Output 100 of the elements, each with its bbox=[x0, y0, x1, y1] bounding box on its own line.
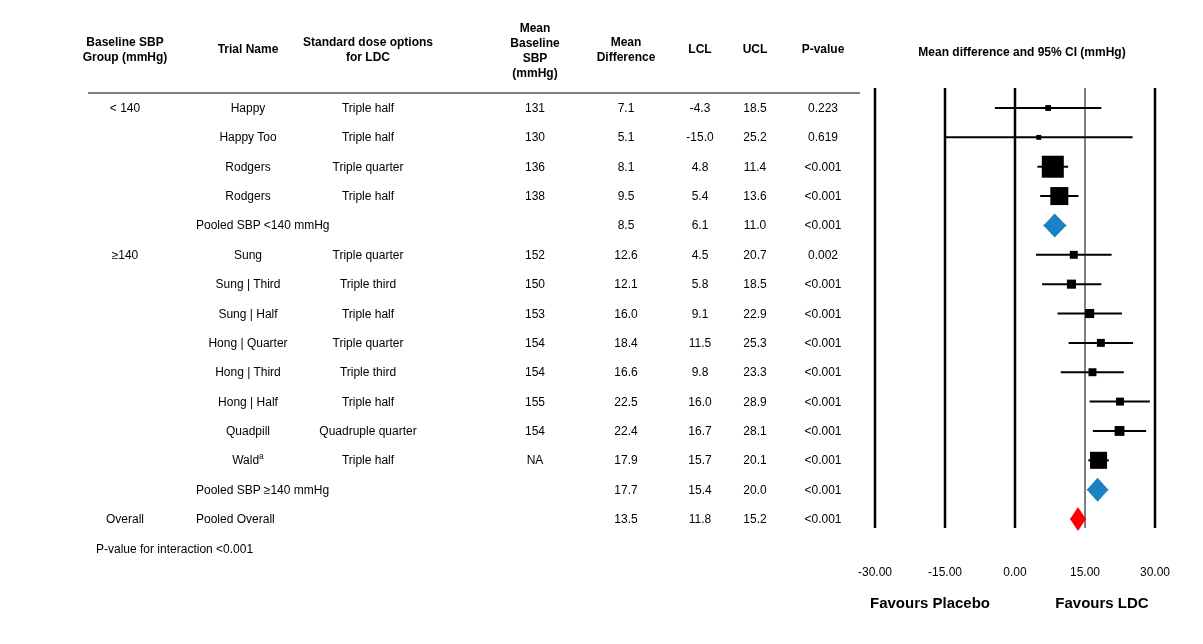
chart-title: Mean difference and 95% CI (mmHg) bbox=[918, 45, 1126, 59]
text: 20.0 bbox=[743, 482, 767, 497]
text: <0.001 bbox=[804, 218, 842, 233]
text: <0.001 bbox=[804, 453, 842, 468]
text: 4.8 bbox=[691, 159, 709, 174]
text: Favours LDC bbox=[1055, 594, 1149, 611]
category-label: Mean Difference bbox=[596, 35, 656, 64]
text: ≥140 bbox=[111, 247, 139, 262]
text: Hong | Third bbox=[215, 365, 281, 380]
text: 22.5 bbox=[614, 394, 638, 409]
text: 15.2 bbox=[743, 512, 767, 527]
text: Triple third bbox=[339, 277, 397, 292]
text: Quadruple quarter bbox=[319, 423, 417, 438]
text: 15.7 bbox=[688, 453, 712, 468]
text: 7.1 bbox=[617, 101, 635, 115]
text: 17.7 bbox=[614, 482, 638, 497]
text: Sung bbox=[233, 247, 263, 262]
text: 6.1 bbox=[691, 218, 709, 233]
text: 16.0 bbox=[688, 394, 712, 409]
text: 0.223 bbox=[807, 101, 839, 115]
text: 131 bbox=[524, 101, 546, 115]
text: 11.8 bbox=[688, 512, 712, 527]
text: P-value for interaction <0.001 bbox=[96, 542, 254, 556]
text: Triple half bbox=[341, 306, 395, 321]
text: 16.6 bbox=[614, 365, 638, 380]
text: 13.5 bbox=[614, 512, 638, 527]
text: 154 bbox=[524, 423, 546, 438]
text: <0.001 bbox=[804, 189, 842, 204]
text: 11.5 bbox=[688, 335, 712, 350]
text: 15.4 bbox=[688, 482, 712, 497]
text: Hong | Half bbox=[218, 394, 278, 409]
text: Rodgers bbox=[225, 159, 271, 174]
text: 0.002 bbox=[807, 247, 839, 262]
text: 136 bbox=[524, 159, 546, 174]
text: 153 bbox=[524, 306, 546, 321]
text: Triple half bbox=[341, 394, 395, 409]
text: 11.4 bbox=[743, 159, 767, 174]
category-label: P-value bbox=[801, 42, 845, 56]
text: <0.001 bbox=[804, 394, 842, 409]
text: 18.5 bbox=[743, 101, 767, 115]
text: -4.3 bbox=[689, 101, 711, 115]
text: <0.001 bbox=[804, 277, 842, 292]
text: 16.0 bbox=[614, 306, 638, 321]
text: 13.6 bbox=[743, 189, 767, 204]
text: 12.6 bbox=[614, 247, 638, 262]
text: Triple half bbox=[341, 130, 395, 145]
text: Sung | Half bbox=[218, 306, 278, 321]
text: <0.001 bbox=[804, 482, 842, 497]
text: Triple half bbox=[341, 189, 395, 204]
text: 150 bbox=[524, 277, 546, 292]
text: <0.001 bbox=[804, 335, 842, 350]
text: NA bbox=[526, 453, 544, 468]
text: Quadpill bbox=[225, 423, 271, 438]
text: 16.7 bbox=[688, 423, 712, 438]
text: 17.9 bbox=[614, 453, 638, 468]
text: 25.2 bbox=[743, 130, 767, 145]
text: <0.001 bbox=[804, 365, 842, 380]
text: Triple half bbox=[341, 101, 395, 115]
category-label: Trial Name bbox=[217, 42, 279, 56]
x-tick-label: 30.00 bbox=[1139, 565, 1171, 579]
text: Triple quarter bbox=[332, 159, 404, 174]
text: <0.001 bbox=[804, 423, 842, 438]
text: 25.3 bbox=[743, 335, 767, 350]
text: 8.1 bbox=[617, 159, 635, 174]
text: Hong | Quarter bbox=[208, 335, 288, 350]
text: 154 bbox=[524, 365, 546, 380]
text: <0.001 bbox=[804, 306, 842, 321]
category-label: UCL bbox=[742, 42, 768, 56]
text: 23.3 bbox=[743, 365, 767, 380]
text: 28.9 bbox=[743, 394, 767, 409]
text: 9.1 bbox=[691, 306, 709, 321]
text: 9.5 bbox=[617, 189, 635, 204]
text: Triple quarter bbox=[332, 247, 404, 262]
text: 9.8 bbox=[691, 365, 709, 380]
x-tick-label: -15.00 bbox=[927, 565, 963, 579]
text: <0.001 bbox=[804, 512, 842, 527]
text: -15.0 bbox=[686, 130, 714, 145]
text: 0.619 bbox=[807, 130, 839, 145]
text: 18.4 bbox=[614, 335, 638, 350]
text: 20.1 bbox=[743, 453, 767, 468]
text: Pooled SBP ≥140 mmHg bbox=[196, 482, 330, 497]
text: 8.5 bbox=[617, 218, 635, 233]
text: 4.5 bbox=[691, 247, 709, 262]
text: 20.7 bbox=[743, 247, 767, 262]
text: < 140 bbox=[109, 101, 141, 115]
category-label: Baseline SBP Group (mmHg) bbox=[82, 35, 168, 64]
text: Triple third bbox=[339, 365, 397, 380]
text: Wald$^{a}$ bbox=[232, 451, 264, 468]
text: Pooled SBP <140 mmHg bbox=[196, 218, 330, 233]
text: Happy Too bbox=[219, 130, 277, 145]
text: 5.1 bbox=[617, 130, 635, 145]
x-tick-label: 15.00 bbox=[1069, 565, 1101, 579]
text: 152 bbox=[524, 247, 546, 262]
text: <0.001 bbox=[804, 159, 842, 174]
text: 5.4 bbox=[691, 189, 709, 204]
text: 5.8 bbox=[691, 277, 709, 292]
x-tick-label: 0.00 bbox=[1003, 565, 1027, 579]
text: 18.5 bbox=[743, 277, 767, 292]
text: 12.1 bbox=[614, 277, 638, 292]
text: 155 bbox=[524, 394, 546, 409]
